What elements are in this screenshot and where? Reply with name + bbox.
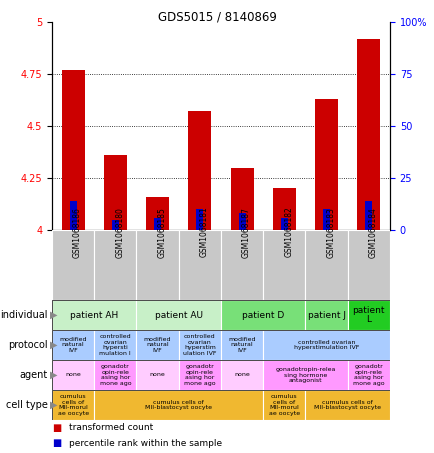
Bar xyxy=(178,330,220,360)
Bar xyxy=(136,360,178,390)
Bar xyxy=(94,390,263,420)
Bar xyxy=(178,230,220,300)
Text: cell type: cell type xyxy=(6,400,48,410)
Text: cumulus cells of
MII-blastocyst oocyte: cumulus cells of MII-blastocyst oocyte xyxy=(145,400,212,410)
Text: individual: individual xyxy=(0,310,48,320)
Text: GSM1068185: GSM1068185 xyxy=(157,207,166,258)
Text: cumulus
cells of
MII-morul
ae oocyte: cumulus cells of MII-morul ae oocyte xyxy=(268,395,299,415)
Bar xyxy=(52,230,94,300)
Bar xyxy=(69,201,76,230)
Text: controlled
ovarian
hyperstim
ulation IVF: controlled ovarian hyperstim ulation IVF xyxy=(183,334,216,356)
Bar xyxy=(272,188,295,230)
Text: gonadotr
opin-rele
asing hor
mone ago: gonadotr opin-rele asing hor mone ago xyxy=(352,364,384,386)
Bar xyxy=(220,330,263,360)
Bar xyxy=(322,209,329,230)
Bar xyxy=(305,230,347,300)
Text: ▶: ▶ xyxy=(50,340,58,350)
Bar xyxy=(94,360,136,390)
Bar xyxy=(238,213,245,230)
Bar xyxy=(220,300,305,330)
Text: patient AH: patient AH xyxy=(70,310,118,319)
Text: ■: ■ xyxy=(52,423,61,433)
Bar xyxy=(347,360,389,390)
Bar xyxy=(314,99,338,230)
Bar xyxy=(347,300,389,330)
Bar xyxy=(280,217,287,230)
Text: GSM1068182: GSM1068182 xyxy=(284,207,293,257)
Text: patient AU: patient AU xyxy=(155,310,202,319)
Text: GSM1068180: GSM1068180 xyxy=(115,207,124,258)
Bar xyxy=(230,168,253,230)
Text: ■: ■ xyxy=(52,438,61,448)
Bar xyxy=(154,217,161,230)
Bar xyxy=(347,230,389,300)
Text: gonadotr
opin-rele
asing hor
mone ago: gonadotr opin-rele asing hor mone ago xyxy=(184,364,215,386)
Text: modified
natural
IVF: modified natural IVF xyxy=(144,337,171,353)
Text: ▶: ▶ xyxy=(50,370,58,380)
Text: agent: agent xyxy=(20,370,48,380)
Text: GSM1068186: GSM1068186 xyxy=(73,207,82,258)
Text: cumulus cells of
MII-blastocyst oocyte: cumulus cells of MII-blastocyst oocyte xyxy=(313,400,380,410)
Bar xyxy=(136,300,220,330)
Text: GSM1068181: GSM1068181 xyxy=(199,207,208,257)
Text: gonadotr
opin-rele
asing hor
mone ago: gonadotr opin-rele asing hor mone ago xyxy=(99,364,131,386)
Bar xyxy=(305,300,347,330)
Bar xyxy=(220,230,263,300)
Text: patient
L: patient L xyxy=(352,306,384,324)
Text: GSM1068184: GSM1068184 xyxy=(368,207,377,258)
Bar xyxy=(136,330,178,360)
Bar xyxy=(94,230,136,300)
Text: protocol: protocol xyxy=(8,340,48,350)
Text: modified
natural
IVF: modified natural IVF xyxy=(59,337,87,353)
Bar xyxy=(263,330,389,360)
Text: gonadotropin-relea
sing hormone
antagonist: gonadotropin-relea sing hormone antagoni… xyxy=(275,367,335,383)
Bar xyxy=(263,390,305,420)
Text: GSM1068183: GSM1068183 xyxy=(326,207,335,258)
Text: controlled
ovarian
hypersti
mulation I: controlled ovarian hypersti mulation I xyxy=(99,334,131,356)
Bar xyxy=(136,230,178,300)
Bar xyxy=(104,155,127,230)
Text: percentile rank within the sample: percentile rank within the sample xyxy=(69,439,222,448)
Bar xyxy=(52,360,94,390)
Bar xyxy=(196,209,203,230)
Text: controlled ovarian
hyperstimulation IVF: controlled ovarian hyperstimulation IVF xyxy=(293,340,358,350)
Bar xyxy=(220,360,263,390)
Bar xyxy=(263,360,347,390)
Bar xyxy=(112,220,118,230)
Text: patient D: patient D xyxy=(242,310,284,319)
Bar xyxy=(146,197,169,230)
Text: GSM1068187: GSM1068187 xyxy=(242,207,250,258)
Bar xyxy=(178,360,220,390)
Bar xyxy=(365,201,372,230)
Text: none: none xyxy=(65,372,81,377)
Text: GDS5015 / 8140869: GDS5015 / 8140869 xyxy=(158,10,276,23)
Text: patient J: patient J xyxy=(307,310,345,319)
Text: cumulus
cells of
MII-morul
ae oocyte: cumulus cells of MII-morul ae oocyte xyxy=(57,395,89,415)
Bar xyxy=(188,111,211,230)
Text: none: none xyxy=(149,372,165,377)
Bar xyxy=(94,330,136,360)
Bar xyxy=(52,330,94,360)
Bar xyxy=(52,300,136,330)
Bar xyxy=(263,230,305,300)
Text: ▶: ▶ xyxy=(50,400,58,410)
Bar xyxy=(52,390,94,420)
Bar xyxy=(356,39,380,230)
Text: none: none xyxy=(234,372,250,377)
Text: transformed count: transformed count xyxy=(69,424,153,433)
Bar xyxy=(61,70,85,230)
Text: modified
natural
IVF: modified natural IVF xyxy=(228,337,255,353)
Text: ▶: ▶ xyxy=(50,310,58,320)
Bar xyxy=(305,390,389,420)
